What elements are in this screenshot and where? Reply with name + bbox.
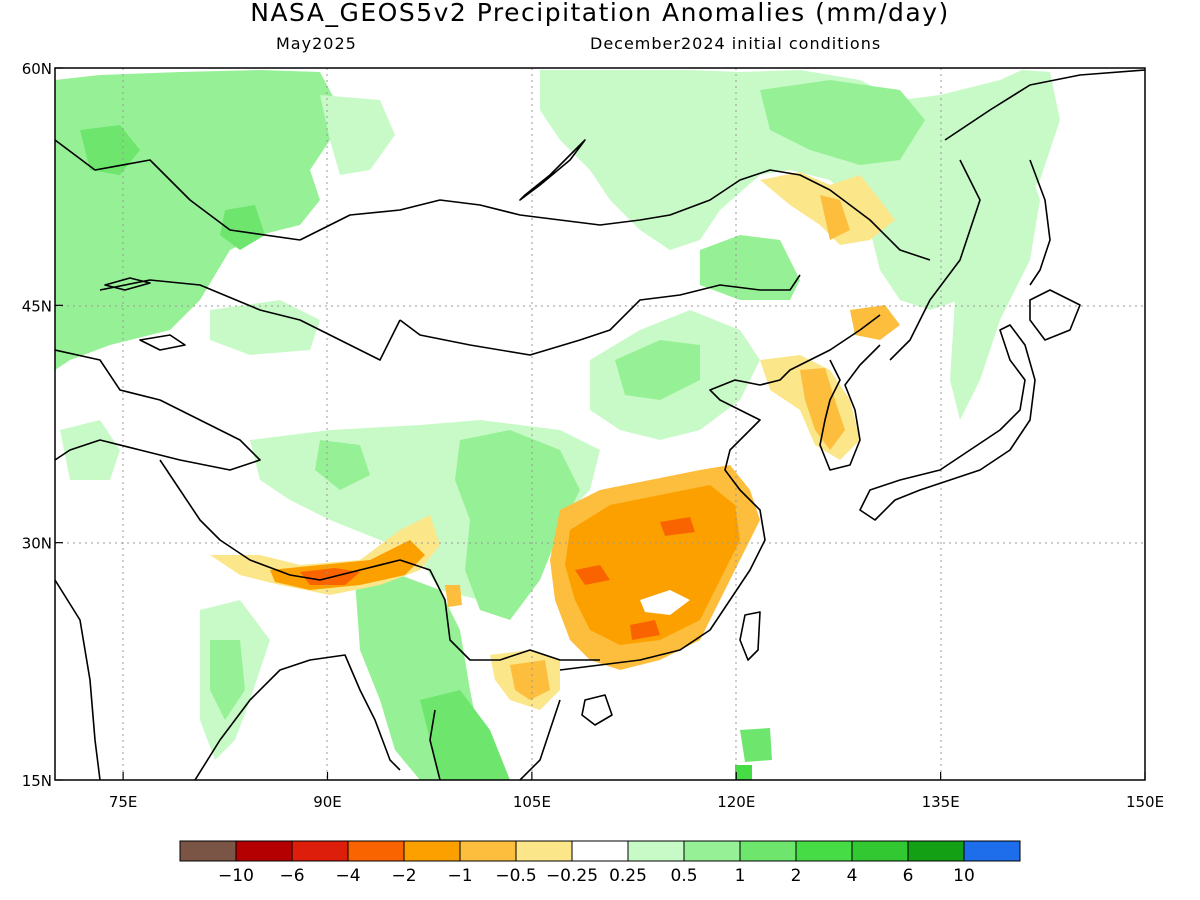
- lat-tick-label: 45N: [22, 297, 52, 315]
- anomaly-dry-manchuria-core: [820, 195, 850, 240]
- lon-tick-label: 120E: [717, 793, 755, 811]
- anomaly-dry-south-china-core: [510, 660, 550, 700]
- anomaly-wet-kz-south: [210, 300, 320, 355]
- forecast-month: May2025: [276, 34, 357, 53]
- lon-tick-label: 150E: [1126, 793, 1164, 811]
- map-title: NASA_GEOS5v2 Precipitation Anomalies (mm…: [250, 0, 950, 27]
- lon-tick-label: 90E: [313, 793, 342, 811]
- anomaly-dry-bohai: [850, 305, 900, 340]
- colorbar-label: −1: [447, 866, 472, 886]
- anomaly-wet-manchuria: [700, 235, 800, 300]
- colorbar: −10 −6 −4 −2 −1 −0.5 −0.25 0.25 0.5 1 2 4 6 10: [179, 840, 1021, 886]
- colorbar-swatch: [179, 840, 237, 862]
- anomaly-wet-central-china: [455, 430, 580, 620]
- anomaly-field: [55, 70, 1060, 780]
- plot-frame: [54, 67, 1146, 781]
- anomaly-wet-qinghai: [315, 440, 370, 490]
- border-kazakhstan: [55, 139, 401, 361]
- colorbar-swatch: [515, 840, 573, 862]
- colorbar-swatch: [795, 840, 853, 862]
- axis-labels: 75E 90E 105E 120E 135E 150E 60N 45N 30N 15N: [22, 60, 1164, 811]
- anomaly-wet-india-west: [60, 420, 120, 480]
- lake-balkhash: [139, 334, 186, 351]
- anomaly-dry-korea-core: [800, 368, 845, 450]
- colorbar-swatch: [627, 840, 685, 862]
- anomaly-wet-taiwan: [740, 728, 772, 762]
- colorbar-swatch: [963, 840, 1021, 862]
- anomaly-wet-india-mid: [210, 640, 245, 720]
- colorbar-swatch: [459, 840, 517, 862]
- coast-hainan: [581, 694, 613, 726]
- colorbar-label: 4: [847, 866, 858, 886]
- lake-small-1: [104, 277, 151, 291]
- lat-tick-label: 15N: [22, 772, 52, 790]
- lon-tick-label: 135E: [922, 793, 960, 811]
- colorbar-label: −4: [335, 866, 360, 886]
- axis-ticks: [55, 67, 1146, 781]
- border-china-india: [159, 459, 600, 661]
- colorbar-label: −10: [218, 866, 254, 886]
- colorbar-label: 0.25: [609, 866, 647, 886]
- colorbar-label: −6: [279, 866, 304, 886]
- anomaly-wet-kz-core: [220, 205, 265, 250]
- border-mongolia-china: [399, 274, 801, 356]
- anomaly-dry-myanmar: [445, 585, 462, 607]
- anomaly-wet-northwest-light: [320, 95, 395, 175]
- colorbar-label: 1: [735, 866, 746, 886]
- lon-tick-label: 105E: [513, 793, 551, 811]
- colorbar-swatch: [739, 840, 797, 862]
- colorbar-label: 2: [791, 866, 802, 886]
- lake-baikal: [519, 139, 586, 201]
- anomaly-wet-siberia-east: [540, 70, 1060, 310]
- border-central-asia: [55, 349, 261, 471]
- anomaly-wet-luzon: [735, 765, 752, 780]
- coastlines: [55, 69, 1145, 780]
- coast-taiwan: [739, 611, 761, 661]
- coast-hokkaido: [1029, 289, 1081, 341]
- colorbar-swatch: [907, 840, 965, 862]
- anomaly-dry-yangtze-core: [565, 485, 740, 645]
- lon-tick-label: 75E: [109, 793, 138, 811]
- coast-japan: [859, 324, 1036, 521]
- colorbar-label: 0.5: [670, 866, 697, 886]
- lat-tick-label: 60N: [22, 60, 52, 78]
- colorbar-swatch: [347, 840, 405, 862]
- colorbar-swatch: [851, 840, 909, 862]
- colorbar-label: −2: [391, 866, 416, 886]
- coast-bay-of-bengal: [55, 579, 561, 780]
- coast-china-east: [559, 314, 881, 671]
- anomaly-dry-yangtze-hot: [575, 517, 695, 640]
- colorbar-label: −0.25: [546, 866, 598, 886]
- colorbar-swatch: [235, 840, 293, 862]
- lat-tick-label: 30N: [22, 535, 52, 553]
- anomaly-wet-northwest-core: [80, 125, 140, 175]
- colorbar-label: 10: [953, 866, 975, 886]
- coast-russia-far-east: [889, 69, 1145, 361]
- coast-korea: [819, 344, 881, 471]
- anomaly-wet-siberia-east-mid: [760, 80, 925, 165]
- colorbar-swatch: [683, 840, 741, 862]
- colorbar-swatch: [403, 840, 461, 862]
- border-russia-mongolia: [299, 169, 931, 261]
- anomaly-dry-yangtze-hole: [640, 590, 690, 615]
- anomaly-wet-japan-east: [940, 165, 1040, 420]
- colorbar-swatch: [291, 840, 349, 862]
- initial-conditions: December2024 initial conditions: [590, 34, 882, 53]
- colorbar-label: −0.5: [495, 866, 536, 886]
- gridlines: [55, 68, 1145, 780]
- anomaly-wet-indochina-core: [420, 690, 510, 780]
- anomaly-wet-inner-mongolia-core: [615, 340, 700, 400]
- anomaly-dry-himalaya-hot: [300, 568, 360, 585]
- colorbar-label: 6: [903, 866, 914, 886]
- colorbar-swatch: [571, 840, 629, 862]
